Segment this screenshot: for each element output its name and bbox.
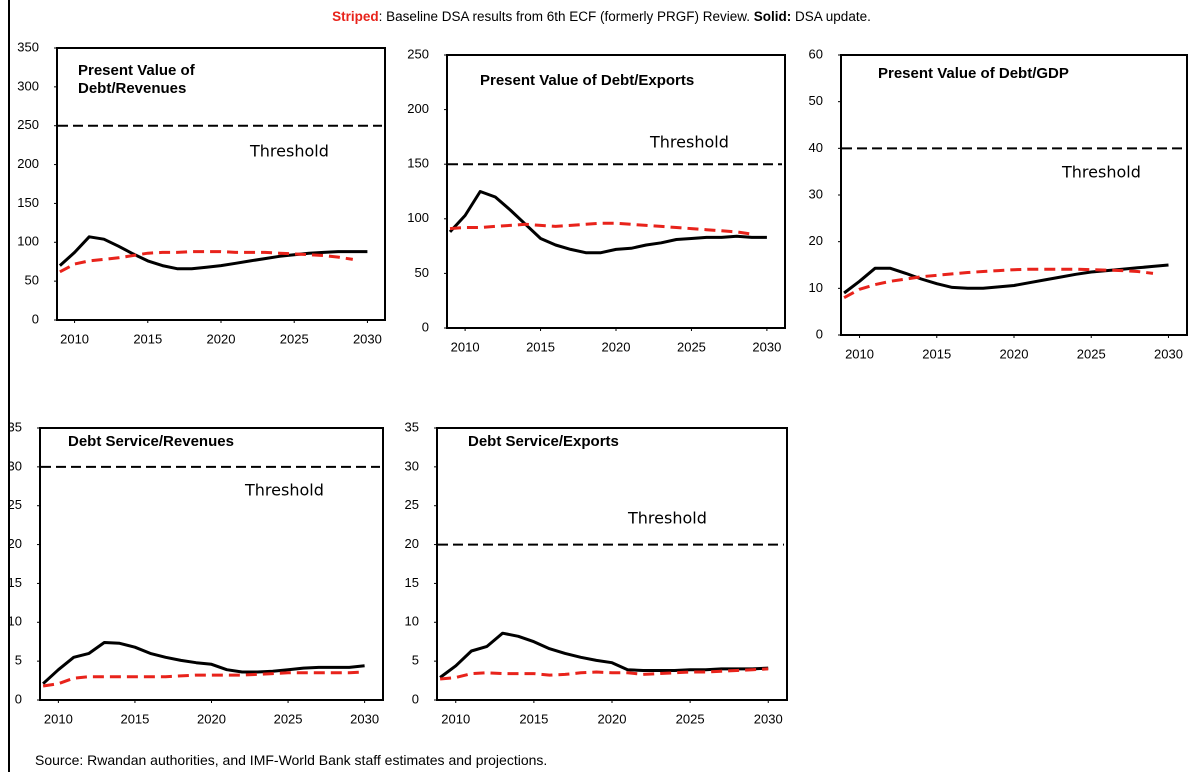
- x-tick-label: 2030: [350, 711, 379, 726]
- y-tick-label: 0: [412, 691, 419, 706]
- threshold-label: Threshold: [1061, 163, 1141, 182]
- update-line: [42, 641, 365, 685]
- threshold-label: Threshold: [649, 133, 729, 152]
- y-tick-label: 50: [25, 273, 39, 288]
- x-tick-label: 2025: [274, 711, 303, 726]
- y-tick-label: 10: [809, 280, 823, 295]
- plot-frame: [840, 54, 1188, 336]
- y-tick-label: 30: [8, 458, 22, 473]
- y-tick-label: 300: [17, 78, 39, 93]
- x-tick-label: 2015: [922, 346, 951, 361]
- y-tick-label: 20: [809, 233, 823, 248]
- plot-frame: [39, 427, 384, 701]
- y-tick-label: 50: [809, 93, 823, 108]
- y-tick-label: 250: [17, 117, 39, 132]
- threshold-label: Threshold: [249, 142, 329, 161]
- y-tick-label: 35: [8, 419, 22, 434]
- x-tick-label: 2010: [845, 346, 874, 361]
- x-tick-label: 2015: [526, 339, 555, 354]
- x-tick-label: 2010: [60, 331, 89, 346]
- update-line: [439, 631, 769, 679]
- chart-title: Present Value of Debt/Exports: [480, 72, 695, 89]
- x-tick-label: 2030: [353, 331, 382, 346]
- baseline-line: [42, 670, 365, 688]
- y-tick-label: 10: [405, 614, 419, 629]
- x-tick-label: 2010: [451, 339, 480, 354]
- baseline-line: [439, 667, 769, 681]
- striped-label: Striped: [332, 9, 379, 24]
- x-tick-label: 2025: [1077, 346, 1106, 361]
- y-tick-label: 60: [809, 46, 823, 61]
- y-tick-label: 5: [412, 653, 419, 668]
- y-tick-label: 30: [405, 458, 419, 473]
- y-tick-label: 15: [8, 575, 22, 590]
- striped-text: : Baseline DSA results from 6th ECF (for…: [378, 9, 754, 24]
- y-tick-label: 0: [32, 311, 39, 326]
- x-tick-label: 2025: [677, 339, 706, 354]
- x-tick-label: 2015: [133, 331, 162, 346]
- plot-frame: [436, 427, 788, 701]
- baseline-line: [843, 267, 1154, 300]
- x-tick-label: 2015: [519, 711, 548, 726]
- y-tick-label: 40: [809, 140, 823, 155]
- y-tick-label: 25: [405, 497, 419, 512]
- x-tick-label: 2020: [1000, 346, 1029, 361]
- baseline-line: [449, 221, 753, 236]
- y-tick-label: 0: [15, 691, 22, 706]
- y-tick-label: 200: [17, 156, 39, 171]
- y-tick-label: 50: [415, 265, 429, 280]
- y-tick-label: 5: [15, 653, 22, 668]
- y-tick-label: 350: [17, 39, 39, 54]
- x-tick-label: 2030: [752, 339, 781, 354]
- chart-title: Present Value of Debt/GDP: [878, 65, 1069, 82]
- y-tick-label: 0: [816, 326, 823, 341]
- y-tick-label: 20: [405, 536, 419, 551]
- x-tick-label: 2020: [197, 711, 226, 726]
- chart-title: Present Value of Debt/Revenues: [78, 62, 195, 97]
- y-tick-label: 100: [407, 210, 429, 225]
- y-tick-label: 100: [17, 234, 39, 249]
- x-tick-label: 2010: [441, 711, 470, 726]
- x-tick-label: 2025: [676, 711, 705, 726]
- chart-title: Debt Service/Exports: [468, 433, 619, 450]
- threshold-label: Threshold: [244, 481, 324, 500]
- y-tick-label: 35: [405, 419, 419, 434]
- y-tick-label: 250: [407, 46, 429, 61]
- legend-note: Striped: Baseline DSA results from 6th E…: [0, 9, 1203, 24]
- y-tick-label: 30: [809, 186, 823, 201]
- chart-title: Debt Service/Revenues: [68, 433, 234, 450]
- x-tick-label: 2030: [754, 711, 783, 726]
- x-tick-label: 2020: [598, 711, 627, 726]
- x-tick-label: 2010: [44, 711, 73, 726]
- y-tick-label: 10: [8, 614, 22, 629]
- x-tick-label: 2015: [120, 711, 149, 726]
- y-tick-label: 200: [407, 101, 429, 116]
- source: Source: Rwandan authorities, and IMF-Wor…: [35, 752, 548, 768]
- y-tick-label: 20: [8, 536, 22, 551]
- update-line: [58, 235, 368, 271]
- solid-text: DSA update.: [791, 9, 871, 24]
- y-tick-label: 150: [407, 156, 429, 171]
- x-tick-label: 2020: [207, 331, 236, 346]
- baseline-line: [59, 250, 354, 274]
- x-tick-label: 2030: [1154, 346, 1183, 361]
- plot-frame: [446, 54, 786, 329]
- solid-label: Solid:: [753, 9, 792, 24]
- x-tick-label: 2025: [280, 331, 309, 346]
- x-tick-label: 2020: [602, 339, 631, 354]
- y-tick-label: 15: [405, 575, 419, 590]
- y-tick-label: 25: [8, 497, 22, 512]
- threshold-label: Threshold: [627, 509, 707, 528]
- y-tick-label: 150: [17, 195, 39, 210]
- update-line: [448, 190, 767, 255]
- y-tick-label: 0: [422, 319, 429, 334]
